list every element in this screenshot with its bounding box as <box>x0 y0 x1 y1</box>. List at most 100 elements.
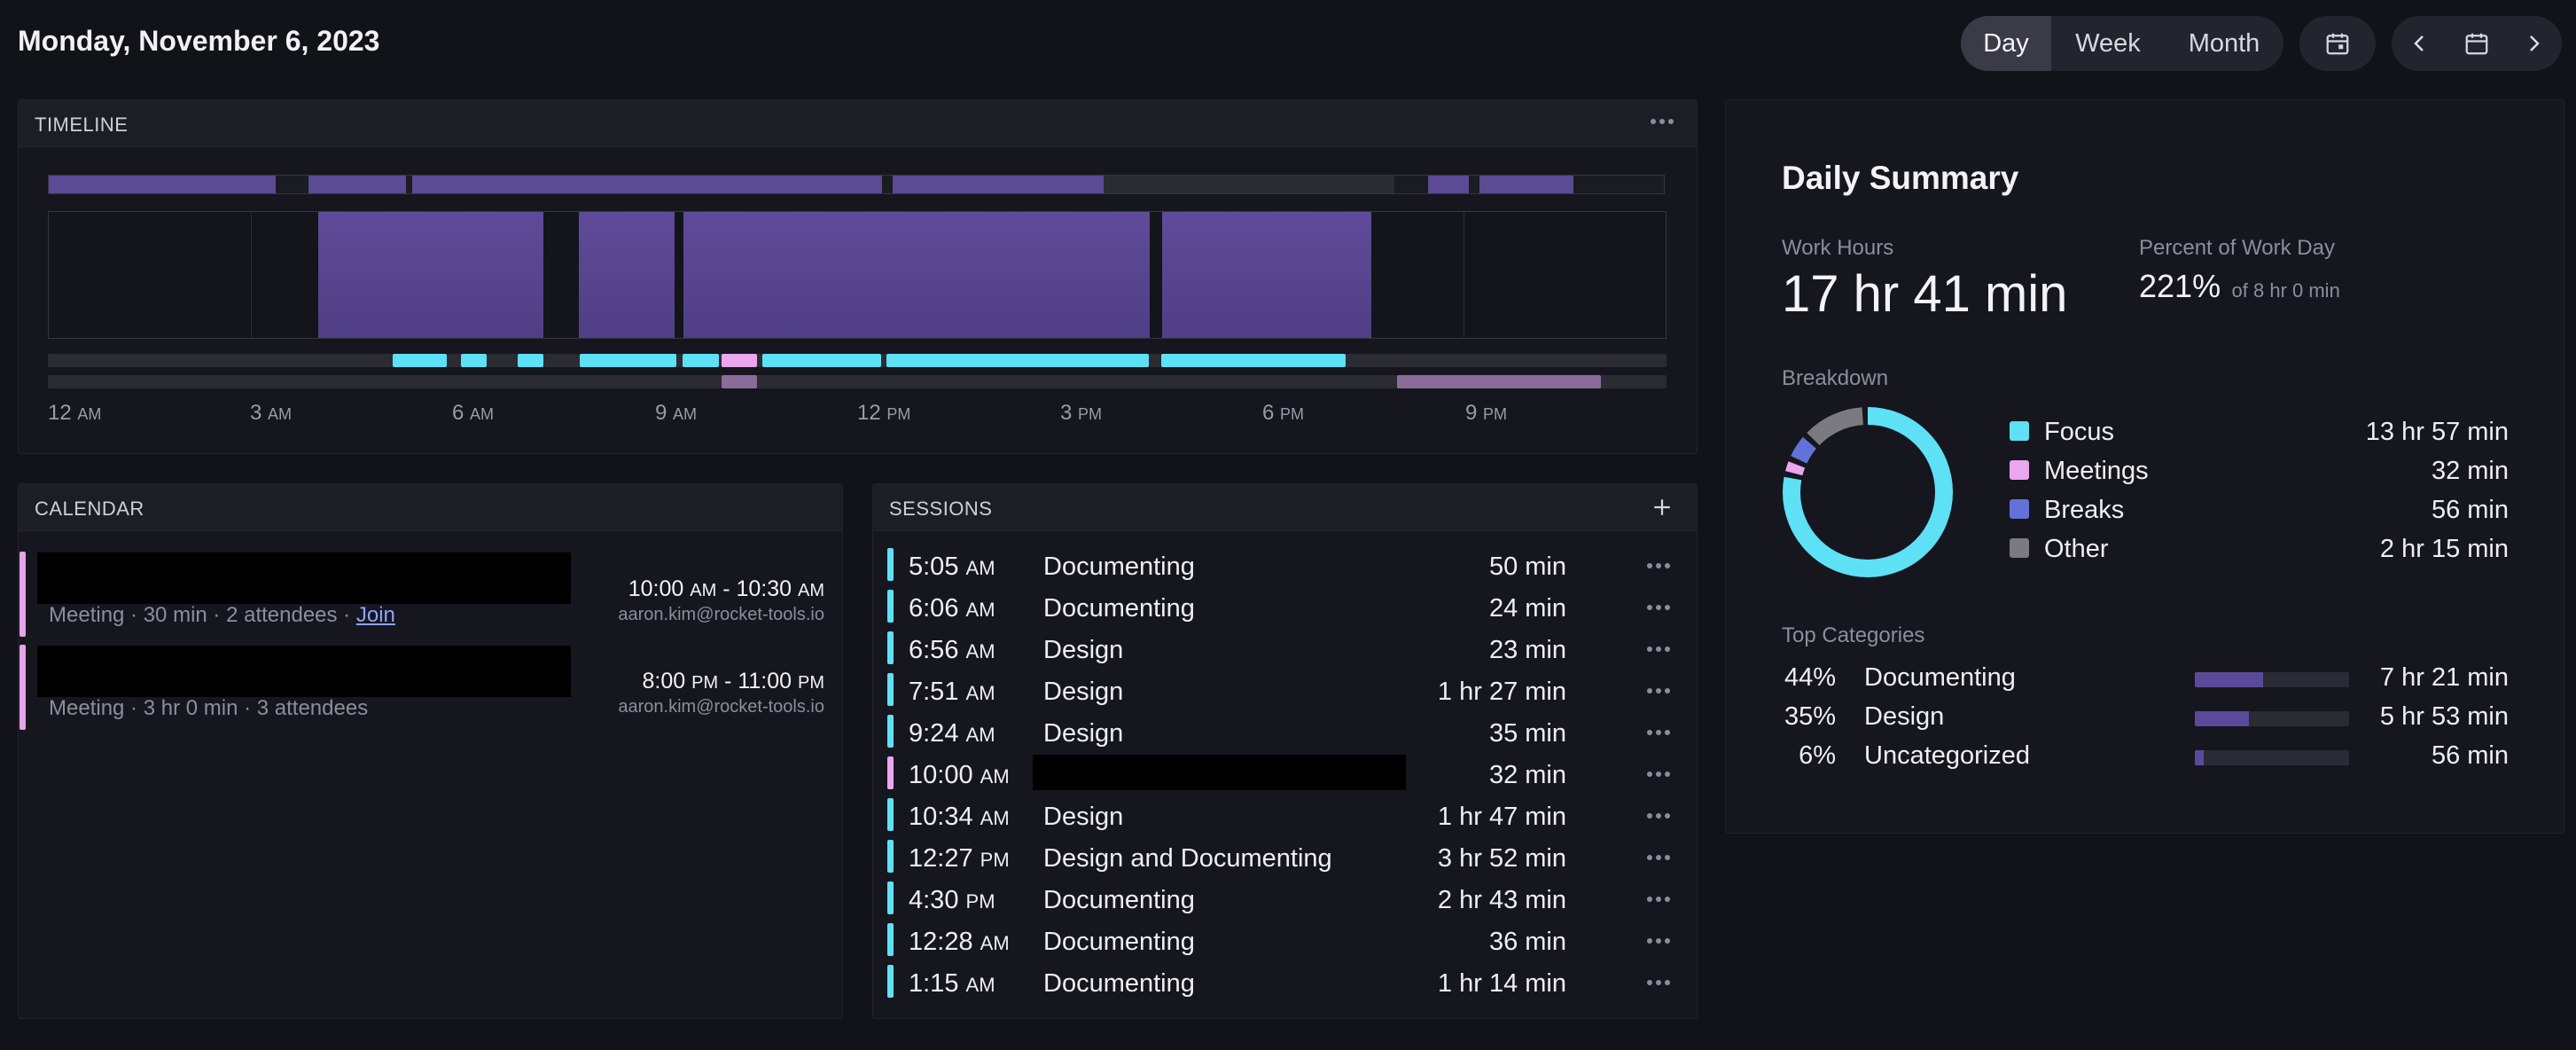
join-link[interactable]: Join <box>355 603 395 627</box>
next-day-button[interactable] <box>2505 16 2562 71</box>
time-tick: 9 AM <box>655 401 698 425</box>
time-tick: 3 PM <box>1060 401 1103 425</box>
activity-block <box>49 176 276 193</box>
session-type-bar <box>887 923 894 956</box>
session-more-icon[interactable] <box>1641 711 1676 753</box>
calendar-event-segment[interactable] <box>722 375 757 388</box>
work-block[interactable] <box>683 212 1150 338</box>
legend-value: 32 min <box>2431 457 2509 485</box>
category-progress-fill <box>2195 750 2204 765</box>
donut-slice-focus <box>1783 407 1953 577</box>
session-row[interactable]: 6:56 AM Design 23 min <box>887 628 1696 670</box>
legend-label: Breaks <box>2044 496 2125 524</box>
sessions-title: SESSIONS <box>889 498 993 520</box>
category-percent: 35% <box>1784 702 1836 731</box>
breakdown-donut-chart <box>1783 407 1953 577</box>
focus-segment[interactable] <box>1161 354 1346 367</box>
date-picker-button[interactable] <box>2448 16 2505 71</box>
day-view-button[interactable]: Day <box>1961 16 2051 71</box>
session-row[interactable]: 10:00 AM 32 min <box>887 753 1696 795</box>
idle-block <box>1104 176 1394 193</box>
focus-segment[interactable] <box>518 354 543 367</box>
focus-segment[interactable] <box>461 354 487 367</box>
timeline-more-icon[interactable] <box>1649 113 1675 129</box>
session-row[interactable]: 12:27 PM Design and Documenting 3 hr 52 mi… <box>887 836 1696 878</box>
session-row[interactable]: 4:30 PM Documenting 2 hr 43 min <box>887 878 1696 920</box>
date-navigation <box>2392 16 2562 71</box>
today-button[interactable] <box>2299 16 2376 71</box>
category-duration: 56 min <box>2431 741 2509 770</box>
session-type-bar <box>887 548 894 581</box>
session-row[interactable]: 9:24 AM Design 35 min <box>887 711 1696 753</box>
session-row[interactable]: 5:05 AM Documenting 50 min <box>887 545 1696 586</box>
session-type-bar <box>887 715 894 748</box>
session-more-icon[interactable] <box>1641 628 1676 670</box>
session-row[interactable]: 7:51 AM Design 1 hr 27 min <box>887 670 1696 711</box>
session-row[interactable]: 10:34 AM Design 1 hr 47 min <box>887 795 1696 836</box>
session-type-bar <box>887 631 894 664</box>
session-name: Design <box>1043 719 1124 748</box>
category-progress-bar <box>2195 672 2349 687</box>
focus-segment[interactable] <box>683 354 719 367</box>
focus-segment[interactable] <box>393 354 447 367</box>
event-meta: Meeting · 3 hr 0 min · 3 attendees <box>49 696 369 720</box>
session-more-icon[interactable] <box>1641 961 1676 1003</box>
redacted-event-title <box>37 646 571 697</box>
previous-day-button[interactable] <box>2392 16 2448 71</box>
session-name: Documenting <box>1043 928 1195 956</box>
category-progress-bar <box>2195 711 2349 726</box>
session-duration: 23 min <box>1488 636 1566 664</box>
session-more-icon[interactable] <box>1641 586 1676 628</box>
work-block[interactable] <box>1162 212 1371 338</box>
session-start-time: 10:00 AM <box>909 761 1010 789</box>
legend-label: Meetings <box>2044 457 2149 485</box>
session-start-time: 10:34 AM <box>909 803 1010 831</box>
month-view-button[interactable]: Month <box>2188 29 2260 58</box>
session-name: Documenting <box>1043 969 1195 998</box>
work-block[interactable] <box>579 212 675 338</box>
focus-segment[interactable] <box>886 354 1149 367</box>
session-row[interactable]: 12:28 AM Documenting 36 min <box>887 920 1696 961</box>
category-name: Design <box>1864 702 1945 731</box>
week-view-button[interactable]: Week <box>2075 29 2141 58</box>
session-name: Design and Documenting <box>1043 844 1332 873</box>
percent-value: 221% <box>2139 268 2221 304</box>
calendar-event[interactable]: Meeting · 30 min · 2 attendees · Join 10… <box>20 552 824 637</box>
category-percent: 6% <box>1799 741 1836 770</box>
event-time: 10:00 AM - 10:30 AM <box>628 576 824 601</box>
event-organizer-email: aaron.kim@rocket-tools.io <box>618 697 824 717</box>
session-row[interactable]: 6:06 AM Documenting 24 min <box>887 586 1696 628</box>
session-more-icon[interactable] <box>1641 878 1676 920</box>
session-start-time: 12:28 AM <box>909 928 1010 956</box>
session-name: Documenting <box>1043 552 1195 581</box>
session-duration: 36 min <box>1488 928 1566 956</box>
session-type-bar <box>887 840 894 873</box>
daily-summary-panel <box>1725 99 2564 834</box>
meeting-segment[interactable] <box>722 354 757 367</box>
legend-label: Focus <box>2044 418 2114 446</box>
work-block[interactable] <box>318 212 543 338</box>
session-more-icon[interactable] <box>1641 795 1676 836</box>
session-row[interactable]: 1:15 AM Documenting 1 hr 14 min <box>887 961 1696 1003</box>
focus-segment[interactable] <box>580 354 676 367</box>
calendar-event-segment[interactable] <box>1397 375 1601 388</box>
session-more-icon[interactable] <box>1641 753 1676 795</box>
percent-of-workday: 221% of 8 hr 0 min <box>2139 268 2340 305</box>
breakdown-label: Breakdown <box>1782 366 1889 390</box>
focus-segment[interactable] <box>762 354 881 367</box>
legend-value: 13 hr 57 min <box>2365 418 2509 446</box>
add-session-button[interactable] <box>1649 494 1675 521</box>
session-more-icon[interactable] <box>1641 545 1676 586</box>
category-percent: 44% <box>1784 663 1836 692</box>
event-meta: Meeting · 30 min · 2 attendees · Join <box>49 603 395 627</box>
time-tick: 12 AM <box>48 401 102 425</box>
session-more-icon[interactable] <box>1641 670 1676 711</box>
calendar-event[interactable]: Meeting · 3 hr 0 min · 3 attendees 8:00 … <box>20 645 824 730</box>
view-switcher: Day Week Month <box>1961 16 2283 71</box>
timeline-title: TIMELINE <box>35 114 129 136</box>
activity-strip <box>48 175 1665 194</box>
session-duration: 1 hr 14 min <box>1437 969 1566 998</box>
session-more-icon[interactable] <box>1641 836 1676 878</box>
percent-of-workday-label: Percent of Work Day <box>2139 236 2335 260</box>
session-more-icon[interactable] <box>1641 920 1676 961</box>
